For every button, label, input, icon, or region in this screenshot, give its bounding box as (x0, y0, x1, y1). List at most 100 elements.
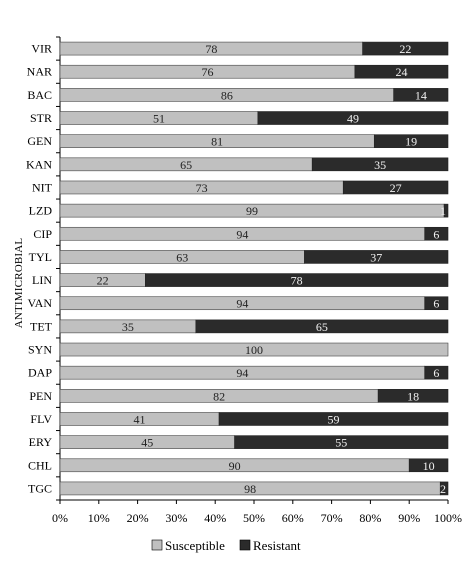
data-label-resistant: 35 (374, 158, 386, 172)
data-label-susceptible: 86 (221, 88, 233, 102)
data-label-resistant: 37 (370, 250, 382, 264)
x-tick-label: 50% (243, 511, 265, 525)
legend: Susceptible Resistant (151, 538, 301, 553)
data-label-resistant: 59 (328, 412, 340, 426)
category-label: BAC (27, 88, 52, 102)
data-label-resistant: 27 (390, 181, 402, 195)
data-label-susceptible: 35 (122, 320, 134, 334)
category-label: LIN (32, 273, 52, 287)
bar-resistant (304, 250, 449, 264)
bar-resistant (373, 134, 449, 148)
data-label-resistant: 19 (405, 135, 417, 149)
x-tick-label: 30% (165, 511, 187, 525)
legend-label: Resistant (253, 538, 301, 553)
x-tick-label: 70% (321, 511, 343, 525)
data-label-resistant: 24 (395, 65, 407, 79)
data-label-susceptible: 22 (97, 274, 109, 288)
data-label-susceptible: 45 (141, 436, 153, 450)
bar-resistant (311, 157, 449, 172)
category-label: KAN (26, 157, 52, 171)
bar-resistant (443, 203, 449, 218)
legend-label: Susceptible (165, 538, 225, 553)
x-tick-label: 10% (88, 511, 110, 525)
category-label: NIT (32, 180, 53, 194)
bar-resistant (408, 458, 449, 473)
bar-resistant (377, 389, 449, 403)
bar-resistant (218, 412, 449, 426)
x-tick-label: 60% (282, 511, 304, 525)
data-label-susceptible: 76 (201, 65, 213, 79)
data-label-susceptible: 63 (176, 250, 188, 264)
data-label-susceptible: 99 (246, 204, 258, 218)
category-label: LZD (29, 204, 53, 218)
legend-swatch (151, 539, 163, 551)
data-label-resistant: 10 (423, 459, 435, 473)
bar-resistant (354, 64, 449, 79)
category-label: FLV (30, 412, 52, 426)
category-label: STR (30, 111, 52, 125)
bar-resistant (393, 88, 449, 102)
data-label-resistant: 22 (399, 42, 411, 56)
category-label: CIP (33, 227, 52, 241)
data-label-susceptible: 98 (244, 482, 256, 496)
data-label-resistant: 6 (433, 366, 439, 380)
data-label-susceptible: 41 (134, 412, 146, 426)
y-axis-label: ANTIMICROBIAL (13, 238, 25, 329)
data-label-resistant: 6 (433, 297, 439, 311)
data-label-susceptible: 90 (229, 459, 241, 473)
data-label-resistant: 55 (335, 436, 347, 450)
bar-susceptible (59, 342, 449, 357)
category-label: ERY (29, 435, 53, 449)
bar-resistant (424, 365, 449, 380)
x-tick-label: 80% (359, 511, 381, 525)
category-label: SYN (28, 343, 52, 357)
data-label-susceptible: 51 (153, 112, 165, 126)
x-tick-label: 90% (398, 511, 420, 525)
bar-resistant (195, 319, 449, 334)
data-label-resistant: 49 (347, 112, 359, 126)
category-label: CHL (28, 458, 52, 472)
bar-resistant (439, 481, 449, 496)
bar-resistant (362, 41, 449, 56)
data-label-susceptible: 94 (236, 227, 248, 241)
category-label: DAP (28, 366, 52, 380)
data-label-resistant: 78 (291, 274, 303, 288)
bar-resistant (424, 296, 449, 311)
data-label-resistant: 6 (433, 227, 439, 241)
data-label-resistant: 1 (440, 204, 446, 218)
bars-layer (59, 41, 449, 496)
category-label: TET (30, 319, 53, 333)
data-label-susceptible: 94 (236, 366, 248, 380)
axes-layer: ANTIMICROBIAL 0% 10% 20% 30% 40% 50% 60% 70% 80%… (13, 36, 462, 525)
data-label-susceptible: 100 (245, 343, 263, 357)
category-label: PEN (29, 389, 52, 403)
data-label-susceptible: 81 (211, 135, 223, 149)
data-label-susceptible: 82 (213, 389, 225, 403)
bar-resistant (145, 273, 449, 287)
x-tick-label: 20% (127, 511, 149, 525)
data-label-resistant: 65 (316, 320, 328, 334)
category-label: VAN (28, 296, 53, 310)
legend-swatch (239, 539, 251, 551)
data-label-susceptible: 94 (236, 297, 248, 311)
data-label-resistant: 14 (415, 88, 427, 102)
category-label: GEN (27, 134, 52, 148)
data-label-susceptible: 73 (196, 181, 208, 195)
data-label-susceptible: 65 (180, 158, 192, 172)
category-label: VIR (31, 42, 52, 56)
x-tick-label: 0% (52, 511, 68, 525)
x-tick-label: 40% (204, 511, 226, 525)
bar-resistant (342, 180, 449, 195)
category-label: TGC (28, 481, 52, 495)
data-label-susceptible: 78 (205, 42, 217, 56)
category-label: NAR (27, 65, 52, 79)
bar-resistant (234, 435, 449, 449)
x-tick-label: 100% (434, 511, 462, 525)
bar-resistant (424, 226, 449, 241)
data-label-resistant: 2 (440, 482, 446, 496)
bar-resistant (257, 111, 449, 125)
category-label: TYL (29, 250, 52, 264)
